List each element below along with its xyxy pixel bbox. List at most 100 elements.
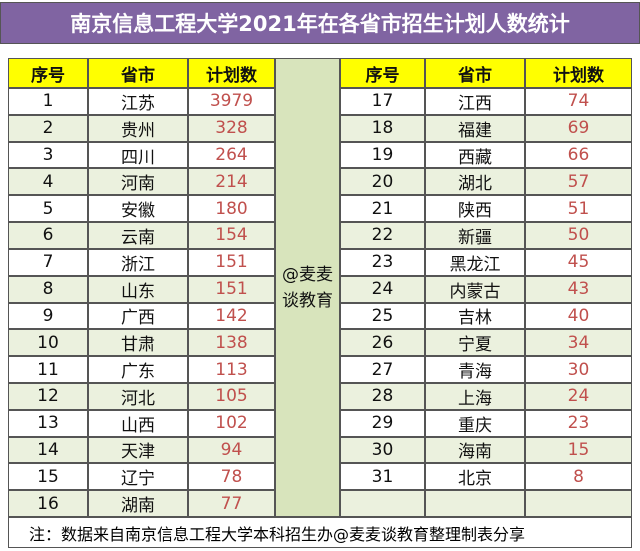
province: 天津 xyxy=(88,436,188,464)
plan-count: 69 xyxy=(525,114,632,142)
row-index: 4 xyxy=(8,168,88,196)
row-index: 14 xyxy=(8,436,88,464)
plan-count: 264 xyxy=(188,141,275,169)
province: 北京 xyxy=(425,463,525,491)
plan-count: 77 xyxy=(188,490,275,517)
row-index: 21 xyxy=(340,195,425,223)
row-index: 10 xyxy=(8,329,88,357)
row-index: 3 xyxy=(8,141,88,169)
plan-count: 113 xyxy=(188,356,275,383)
row-index: 5 xyxy=(8,195,88,223)
row-index: 24 xyxy=(340,275,425,303)
plan-count: 102 xyxy=(188,409,275,437)
row-index: 8 xyxy=(8,275,88,303)
province: 辽宁 xyxy=(88,463,188,491)
plan-count: 180 xyxy=(188,195,275,223)
plan-count: 57 xyxy=(525,168,632,196)
column-header: 序号 xyxy=(8,58,88,88)
plan-count: 51 xyxy=(525,195,632,223)
plan-count: 15 xyxy=(525,436,632,464)
province: 西藏 xyxy=(425,141,525,169)
province: 福建 xyxy=(425,114,525,142)
plan-count: 8 xyxy=(525,463,632,491)
province: 重庆 xyxy=(425,409,525,437)
row-index: 29 xyxy=(340,409,425,437)
middle-label: @麦麦谈教育 xyxy=(275,58,340,517)
province: 海南 xyxy=(425,436,525,464)
row-index: 28 xyxy=(340,382,425,410)
empty-cell xyxy=(525,490,632,517)
row-index: 7 xyxy=(8,248,88,276)
title: 南京信息工程大学2021年在各省市招生计划人数统计 xyxy=(0,2,640,44)
plan-count: 78 xyxy=(188,463,275,491)
province: 宁夏 xyxy=(425,329,525,357)
province: 浙江 xyxy=(88,248,188,276)
province: 甘肃 xyxy=(88,329,188,357)
plan-count: 66 xyxy=(525,141,632,169)
province: 陕西 xyxy=(425,195,525,223)
plan-count: 50 xyxy=(525,222,632,249)
province: 四川 xyxy=(88,141,188,169)
plan-count: 45 xyxy=(525,248,632,276)
plan-count: 23 xyxy=(525,409,632,437)
province: 广西 xyxy=(88,302,188,330)
column-header: 计划数 xyxy=(525,58,632,88)
plan-count: 105 xyxy=(188,382,275,410)
plan-count: 74 xyxy=(525,88,632,115)
row-index: 16 xyxy=(8,490,88,517)
column-header: 省市 xyxy=(88,58,188,88)
province: 江苏 xyxy=(88,88,188,115)
footer-note: 注：数据来自南京信息工程大学本科招生办@麦麦谈教育整理制表分享 xyxy=(8,517,632,548)
column-header: 计划数 xyxy=(188,58,275,88)
province: 湖南 xyxy=(88,490,188,517)
row-index: 12 xyxy=(8,382,88,410)
row-index: 15 xyxy=(8,463,88,491)
row-index: 19 xyxy=(340,141,425,169)
plan-count: 154 xyxy=(188,222,275,249)
province: 贵州 xyxy=(88,114,188,142)
province: 上海 xyxy=(425,382,525,410)
plan-count: 30 xyxy=(525,356,632,383)
province: 广东 xyxy=(88,356,188,383)
row-index: 17 xyxy=(340,88,425,115)
province: 吉林 xyxy=(425,302,525,330)
province: 内蒙古 xyxy=(425,275,525,303)
row-index: 13 xyxy=(8,409,88,437)
row-index: 26 xyxy=(340,329,425,357)
plan-count: 151 xyxy=(188,275,275,303)
row-index: 25 xyxy=(340,302,425,330)
row-index: 30 xyxy=(340,436,425,464)
plan-count: 24 xyxy=(525,382,632,410)
plan-count: 3979 xyxy=(188,88,275,115)
plan-count: 43 xyxy=(525,275,632,303)
column-header: 省市 xyxy=(425,58,525,88)
row-index: 20 xyxy=(340,168,425,196)
province: 山东 xyxy=(88,275,188,303)
plan-count: 142 xyxy=(188,302,275,330)
plan-count: 94 xyxy=(188,436,275,464)
row-index: 31 xyxy=(340,463,425,491)
province: 云南 xyxy=(88,222,188,249)
empty-cell xyxy=(340,490,425,517)
row-index: 11 xyxy=(8,356,88,383)
province: 青海 xyxy=(425,356,525,383)
plan-count: 328 xyxy=(188,114,275,142)
province: 山西 xyxy=(88,409,188,437)
row-index: 2 xyxy=(8,114,88,142)
province: 河南 xyxy=(88,168,188,196)
province: 安徽 xyxy=(88,195,188,223)
province: 河北 xyxy=(88,382,188,410)
plan-count: 138 xyxy=(188,329,275,357)
plan-count: 151 xyxy=(188,248,275,276)
province: 黑龙江 xyxy=(425,248,525,276)
province: 湖北 xyxy=(425,168,525,196)
column-header: 序号 xyxy=(340,58,425,88)
row-index: 6 xyxy=(8,222,88,249)
province: 江西 xyxy=(425,88,525,115)
row-index: 27 xyxy=(340,356,425,383)
empty-cell xyxy=(425,490,525,517)
row-index: 18 xyxy=(340,114,425,142)
plan-count: 40 xyxy=(525,302,632,330)
plan-count: 214 xyxy=(188,168,275,196)
